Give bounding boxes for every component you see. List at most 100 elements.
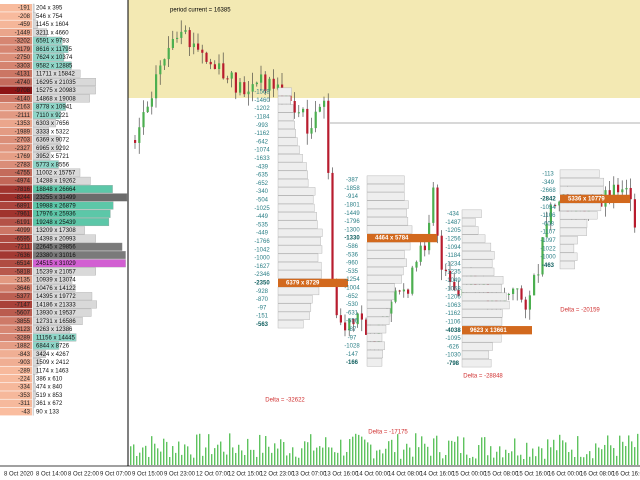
volume-tick — [451, 440, 453, 465]
volume-bar — [32, 333, 77, 342]
volume-tick — [529, 456, 531, 465]
profile-bar — [277, 154, 303, 163]
volume-label: 3952 x 5721 — [36, 154, 70, 160]
candle-body — [394, 290, 397, 302]
volume-tick — [448, 440, 450, 465]
volume-label: 546 x 754 — [36, 14, 63, 20]
volume-tick — [385, 448, 387, 465]
profile-bar — [461, 259, 493, 268]
delta-cell — [0, 308, 32, 317]
delta-cell — [0, 242, 32, 251]
candle-body — [239, 82, 242, 93]
volume-tick — [199, 433, 201, 465]
volume-tick — [475, 458, 477, 465]
volume-tick — [415, 433, 417, 465]
volume-bar — [32, 284, 76, 292]
delta-total: Delta = -17175 — [368, 430, 408, 436]
candle-body — [167, 47, 170, 60]
cluster-delta: -1106 — [446, 319, 462, 325]
delta-cell — [0, 300, 32, 309]
delta-cell — [0, 193, 32, 202]
volume-tick — [637, 433, 639, 465]
candle-body — [134, 140, 137, 143]
cluster-delta: -439 — [256, 164, 269, 170]
volume-tick — [157, 448, 159, 465]
volume-bar — [32, 20, 38, 29]
candle-body — [306, 108, 309, 134]
volume-tick — [331, 447, 333, 465]
volume-tick — [274, 443, 276, 465]
profile-bar — [366, 349, 383, 359]
candle-body — [188, 30, 191, 48]
cluster-delta: -1206 — [445, 295, 461, 301]
volume-label: 13930 x 19537 — [36, 311, 76, 317]
volume-label: 6844 x 8726 — [36, 344, 70, 350]
time-label: 16 Oct 08:00 — [580, 472, 615, 478]
volume-tick — [616, 455, 618, 465]
cluster-delta: -960 — [346, 261, 359, 267]
cluster-delta: -642 — [256, 139, 269, 145]
candle-body — [146, 106, 149, 113]
profile-bar — [366, 183, 405, 193]
candle-body — [432, 187, 435, 223]
volume-tick — [580, 456, 582, 465]
delta-cell — [0, 144, 32, 152]
candle-body — [230, 72, 233, 79]
cluster-delta: -608 — [542, 221, 555, 227]
cluster-delta: -631 — [346, 310, 359, 316]
candle-body — [335, 282, 338, 316]
cluster-delta: -530 — [346, 302, 359, 308]
poc-label: 6379 x 8729 — [286, 280, 320, 286]
cluster-delta: -626 — [447, 344, 460, 350]
volume-tick — [187, 446, 189, 465]
delta-label: -2327 — [15, 146, 31, 152]
candle-body — [512, 288, 515, 294]
time-label: 9 Oct 15:00 — [132, 472, 164, 478]
time-label: 12 Oct 15:00 — [228, 472, 263, 478]
volume-tick — [175, 452, 177, 465]
volume-tick — [232, 447, 234, 465]
cluster-delta: -1000 — [540, 255, 556, 261]
volume-bar — [32, 275, 73, 284]
volume-tick — [574, 456, 576, 465]
volume-tick — [355, 433, 357, 465]
candle-body — [159, 65, 162, 75]
candle-body — [554, 205, 557, 207]
delta-label: -191 — [18, 6, 31, 12]
candle-body — [268, 78, 271, 91]
volume-tick — [562, 440, 564, 465]
volume-bar — [32, 86, 96, 95]
delta-label: -2750 — [15, 55, 31, 61]
volume-tick — [136, 455, 138, 465]
volume-label: 16295 x 21035 — [36, 80, 76, 86]
volume-bar — [32, 143, 61, 152]
cluster-delta: -652 — [256, 181, 269, 187]
volume-tick — [397, 434, 399, 465]
candle-body — [150, 98, 153, 107]
volume-tick — [568, 452, 570, 465]
cluster-delta: -1106 — [541, 213, 557, 219]
cluster-delta: -1022 — [540, 246, 556, 252]
volume-label: 15275 x 20983 — [36, 88, 76, 94]
candle-body — [138, 127, 141, 143]
delta-cell — [0, 53, 32, 62]
volume-tick — [469, 458, 471, 465]
volume-tick — [328, 447, 330, 465]
cluster-delta: -1107 — [541, 230, 557, 236]
volume-tick — [598, 447, 600, 465]
profile-bar — [366, 200, 409, 209]
delta-label: -4099 — [15, 228, 31, 234]
delta-label: -2135 — [15, 278, 31, 284]
cluster-delta: -340 — [256, 189, 269, 195]
delta-label: -4131 — [15, 72, 31, 78]
candle-body — [222, 63, 225, 79]
candle-body — [617, 184, 620, 193]
volume-tick — [301, 448, 303, 465]
volume-tick — [268, 446, 270, 465]
candle-body — [449, 270, 452, 282]
volume-tick — [631, 441, 633, 465]
volume-label: 11002 x 15757 — [36, 170, 76, 176]
cluster-delta: -504 — [256, 197, 269, 203]
volume-label: 14398 x 20993 — [36, 236, 76, 242]
volume-label: 22645 x 29856 — [36, 245, 76, 251]
